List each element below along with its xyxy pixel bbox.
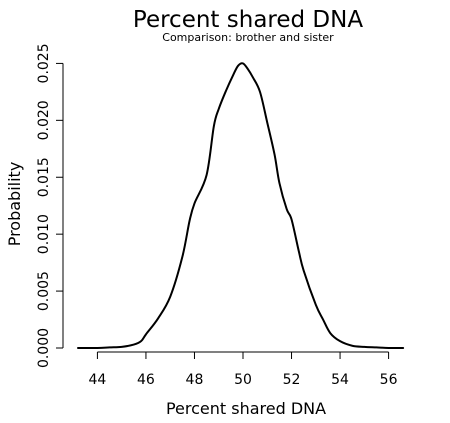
x-tick-label: 54 — [331, 372, 349, 388]
y-axis: 0.000 0.005 0.010 0.015 0.020 0.025 — [36, 43, 64, 368]
y-tick-label: 0.005 — [36, 271, 52, 311]
y-tick-label: 0.015 — [36, 157, 52, 197]
y-tick-label: 0.000 — [36, 328, 52, 368]
x-tick-label: 44 — [88, 372, 106, 388]
y-axis-label: Probability — [5, 162, 24, 247]
x-tick-label: 52 — [283, 372, 301, 388]
x-tick-label: 48 — [186, 372, 204, 388]
chart-subtitle: Comparison: brother and sister — [162, 31, 334, 44]
x-axis-label: Percent shared DNA — [166, 399, 326, 418]
chart-title: Percent shared DNA — [133, 7, 363, 33]
x-axis: 44 46 48 50 52 54 56 — [88, 351, 398, 388]
series-layer — [77, 62, 405, 350]
x-tick-label: 56 — [380, 372, 398, 388]
x-tick-label: 46 — [137, 372, 155, 388]
y-tick-label: 0.020 — [36, 100, 52, 140]
x-tick-label: 50 — [234, 372, 252, 388]
y-tick-label: 0.010 — [36, 214, 52, 254]
y-tick-label: 0.025 — [36, 43, 52, 83]
density-line — [77, 62, 405, 350]
